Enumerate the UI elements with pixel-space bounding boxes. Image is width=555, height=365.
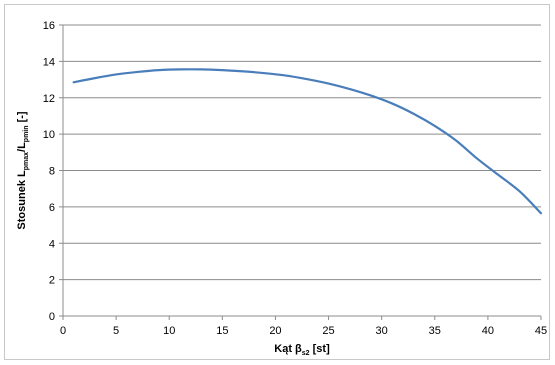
y-tick-label: 4 [49, 238, 55, 250]
x-tick-label: 0 [60, 325, 66, 337]
y-tick-labels: 0 2 4 6 8 10 12 14 16 [43, 20, 55, 323]
y-tick-label: 14 [43, 56, 55, 68]
y-tick-label: 12 [43, 93, 55, 105]
y-tick-label: 6 [49, 202, 55, 214]
x-axis-label: Kąt βs2 [st] [274, 343, 330, 357]
x-tick-label: 10 [163, 325, 175, 337]
y-axis-label: Stosunek Lpmax/Lpmin [-] [16, 111, 30, 229]
y-axis-label-main: Stosunek L [16, 170, 28, 230]
gridlines [63, 24, 541, 281]
x-tick-label: 30 [376, 325, 388, 337]
series-line-0 [72, 68, 543, 215]
axes [59, 24, 542, 320]
y-axis-label-subscript-1: pmax [23, 152, 30, 170]
x-tick-label: 5 [113, 325, 119, 337]
line-chart: 0 2 4 6 8 10 12 14 16 0 5 10 15 20 25 30 35 40 45 Kąt βs2… [16, 20, 547, 357]
chart-frame: 0 2 4 6 8 10 12 14 16 0 5 10 15 20 25 30 35 40 45 Kąt βs2… [4, 4, 550, 360]
x-axis-label-subscript: s2 [302, 350, 310, 357]
y-axis-label-mid: /L [16, 142, 28, 152]
x-tick-label: 35 [429, 325, 441, 337]
x-tick-label: 20 [269, 325, 281, 337]
y-tick-label: 8 [49, 166, 55, 178]
series-group [72, 68, 543, 215]
y-tick-label: 10 [43, 129, 55, 141]
y-axis-label-unit: [-] [16, 111, 28, 125]
x-axis-label-main: Kąt β [274, 343, 302, 355]
x-tick-label: 40 [482, 325, 494, 337]
x-axis-label-unit: [st] [310, 343, 331, 355]
y-tick-label: 16 [43, 20, 55, 32]
x-tick-label: 25 [322, 325, 334, 337]
x-tick-label: 15 [216, 325, 228, 337]
x-tick-labels: 0 5 10 15 20 25 30 35 40 45 [60, 325, 547, 337]
y-tick-label: 2 [49, 275, 55, 287]
y-axis-label-subscript-2: pmin [23, 125, 30, 142]
x-tick-label: 45 [535, 325, 547, 337]
y-tick-label: 0 [49, 311, 55, 323]
